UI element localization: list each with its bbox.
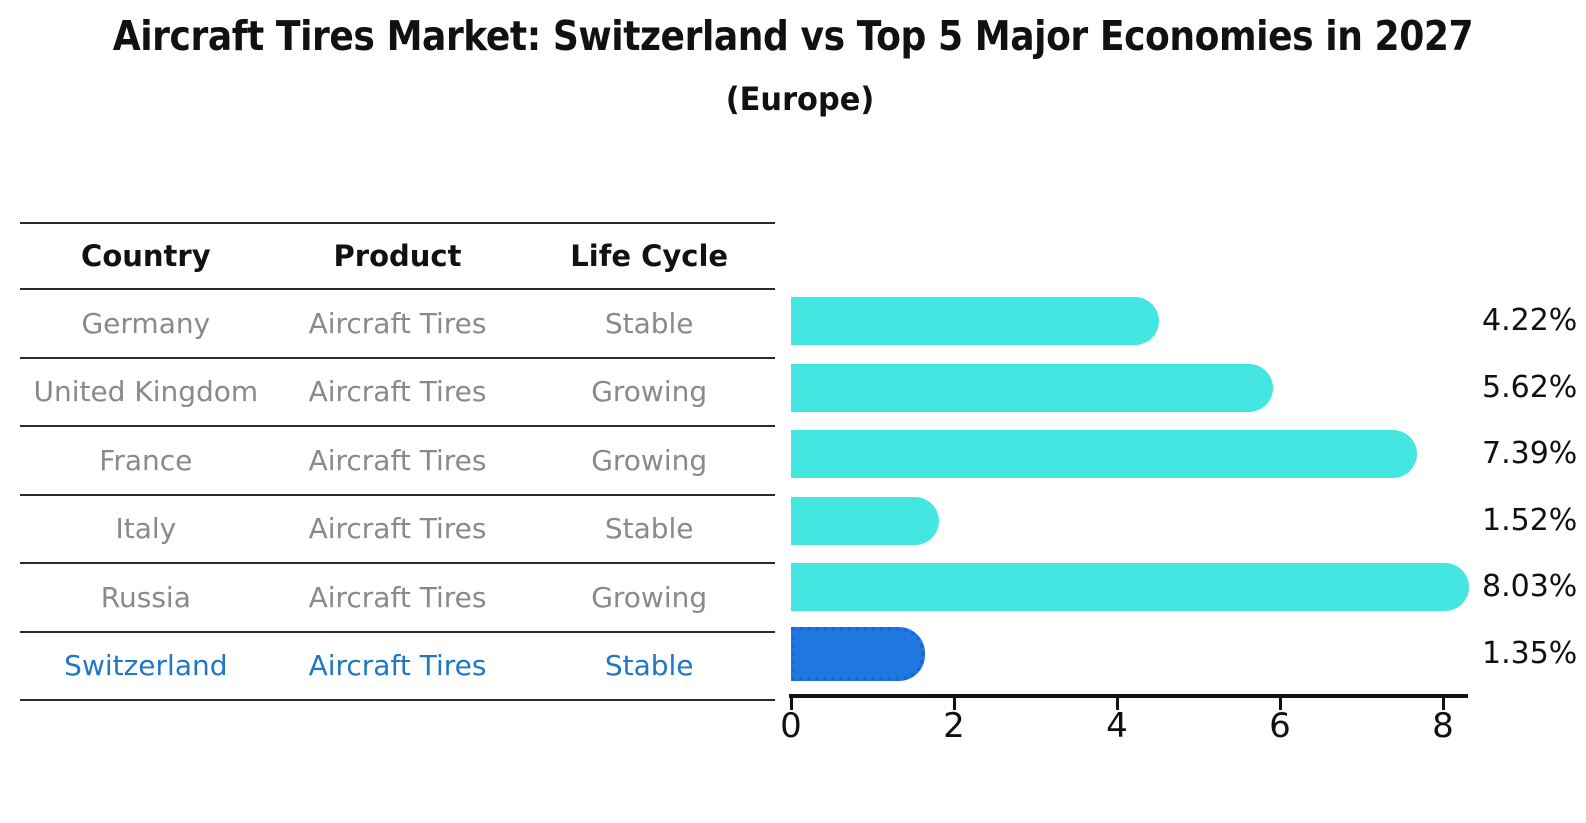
bar-italy bbox=[791, 497, 939, 545]
table-row-italy: Italy Aircraft Tires Stable bbox=[20, 496, 775, 564]
value-label-france: 7.39% bbox=[1482, 436, 1578, 471]
x-axis-line bbox=[789, 694, 1468, 698]
cell-country: Germany bbox=[81, 306, 211, 340]
value-label-switzerland: 1.35% bbox=[1482, 636, 1578, 671]
cell-life-cycle: Growing bbox=[591, 580, 708, 614]
bar-germany bbox=[791, 297, 1159, 345]
table-row-germany: Germany Aircraft Tires Stable bbox=[20, 290, 775, 359]
chart-subtitle: (Europe) bbox=[725, 80, 875, 118]
cell-life-cycle: Stable bbox=[604, 649, 694, 683]
cell-country: Italy bbox=[115, 512, 177, 546]
bar-switzerland bbox=[791, 627, 925, 681]
chart-title: Aircraft Tires Market: Switzerland vs To… bbox=[112, 12, 1474, 60]
x-axis-tick-4 bbox=[1116, 698, 1119, 710]
table-header-row: Country Product Life Cycle bbox=[20, 224, 775, 290]
x-axis-tick-8 bbox=[1442, 698, 1445, 710]
column-header-life-cycle: Life Cycle bbox=[570, 239, 729, 273]
x-axis-tick-0 bbox=[790, 698, 793, 710]
bar-france bbox=[791, 430, 1417, 478]
cell-product: Aircraft Tires bbox=[308, 512, 487, 546]
comparison-table: Country Product Life Cycle Germany Aircra… bbox=[20, 222, 775, 701]
x-axis-tick-label-4: 4 bbox=[1106, 706, 1128, 746]
cell-product: Aircraft Tires bbox=[308, 306, 487, 340]
value-label-united-kingdom: 5.62% bbox=[1482, 370, 1578, 405]
cell-country: Russia bbox=[100, 580, 191, 614]
cell-life-cycle: Stable bbox=[604, 306, 694, 340]
cell-product: Aircraft Tires bbox=[308, 649, 487, 683]
value-label-russia: 8.03% bbox=[1482, 569, 1578, 604]
x-axis-tick-label-8: 8 bbox=[1432, 706, 1454, 746]
table-row-switzerland: Switzerland Aircraft Tires Stable bbox=[20, 633, 775, 701]
column-header-country: Country bbox=[81, 239, 211, 273]
cell-country: Switzerland bbox=[64, 649, 228, 683]
x-axis-tick-label-2: 2 bbox=[943, 706, 965, 746]
x-axis-tick-label-0: 0 bbox=[780, 706, 802, 746]
x-axis-tick-label-6: 6 bbox=[1269, 706, 1291, 746]
x-axis-tick-6 bbox=[1279, 698, 1282, 710]
cell-product: Aircraft Tires bbox=[308, 375, 487, 409]
cell-product: Aircraft Tires bbox=[308, 443, 487, 477]
value-label-italy: 1.52% bbox=[1482, 503, 1578, 538]
cell-life-cycle: Growing bbox=[591, 443, 708, 477]
table-row-france: France Aircraft Tires Growing bbox=[20, 427, 775, 496]
table-row-russia: Russia Aircraft Tires Growing bbox=[20, 564, 775, 633]
table-row-united-kingdom: United Kingdom Aircraft Tires Growing bbox=[20, 359, 775, 427]
column-header-product: Product bbox=[333, 239, 462, 273]
x-axis-tick-2 bbox=[953, 698, 956, 710]
value-label-germany: 4.22% bbox=[1482, 303, 1578, 338]
cell-country: France bbox=[99, 443, 193, 477]
bar-united-kingdom bbox=[791, 364, 1273, 412]
cell-life-cycle: Growing bbox=[591, 375, 708, 409]
cell-country: United Kingdom bbox=[33, 375, 259, 409]
cell-life-cycle: Stable bbox=[604, 512, 694, 546]
cell-product: Aircraft Tires bbox=[308, 580, 487, 614]
bar-russia bbox=[791, 563, 1469, 611]
